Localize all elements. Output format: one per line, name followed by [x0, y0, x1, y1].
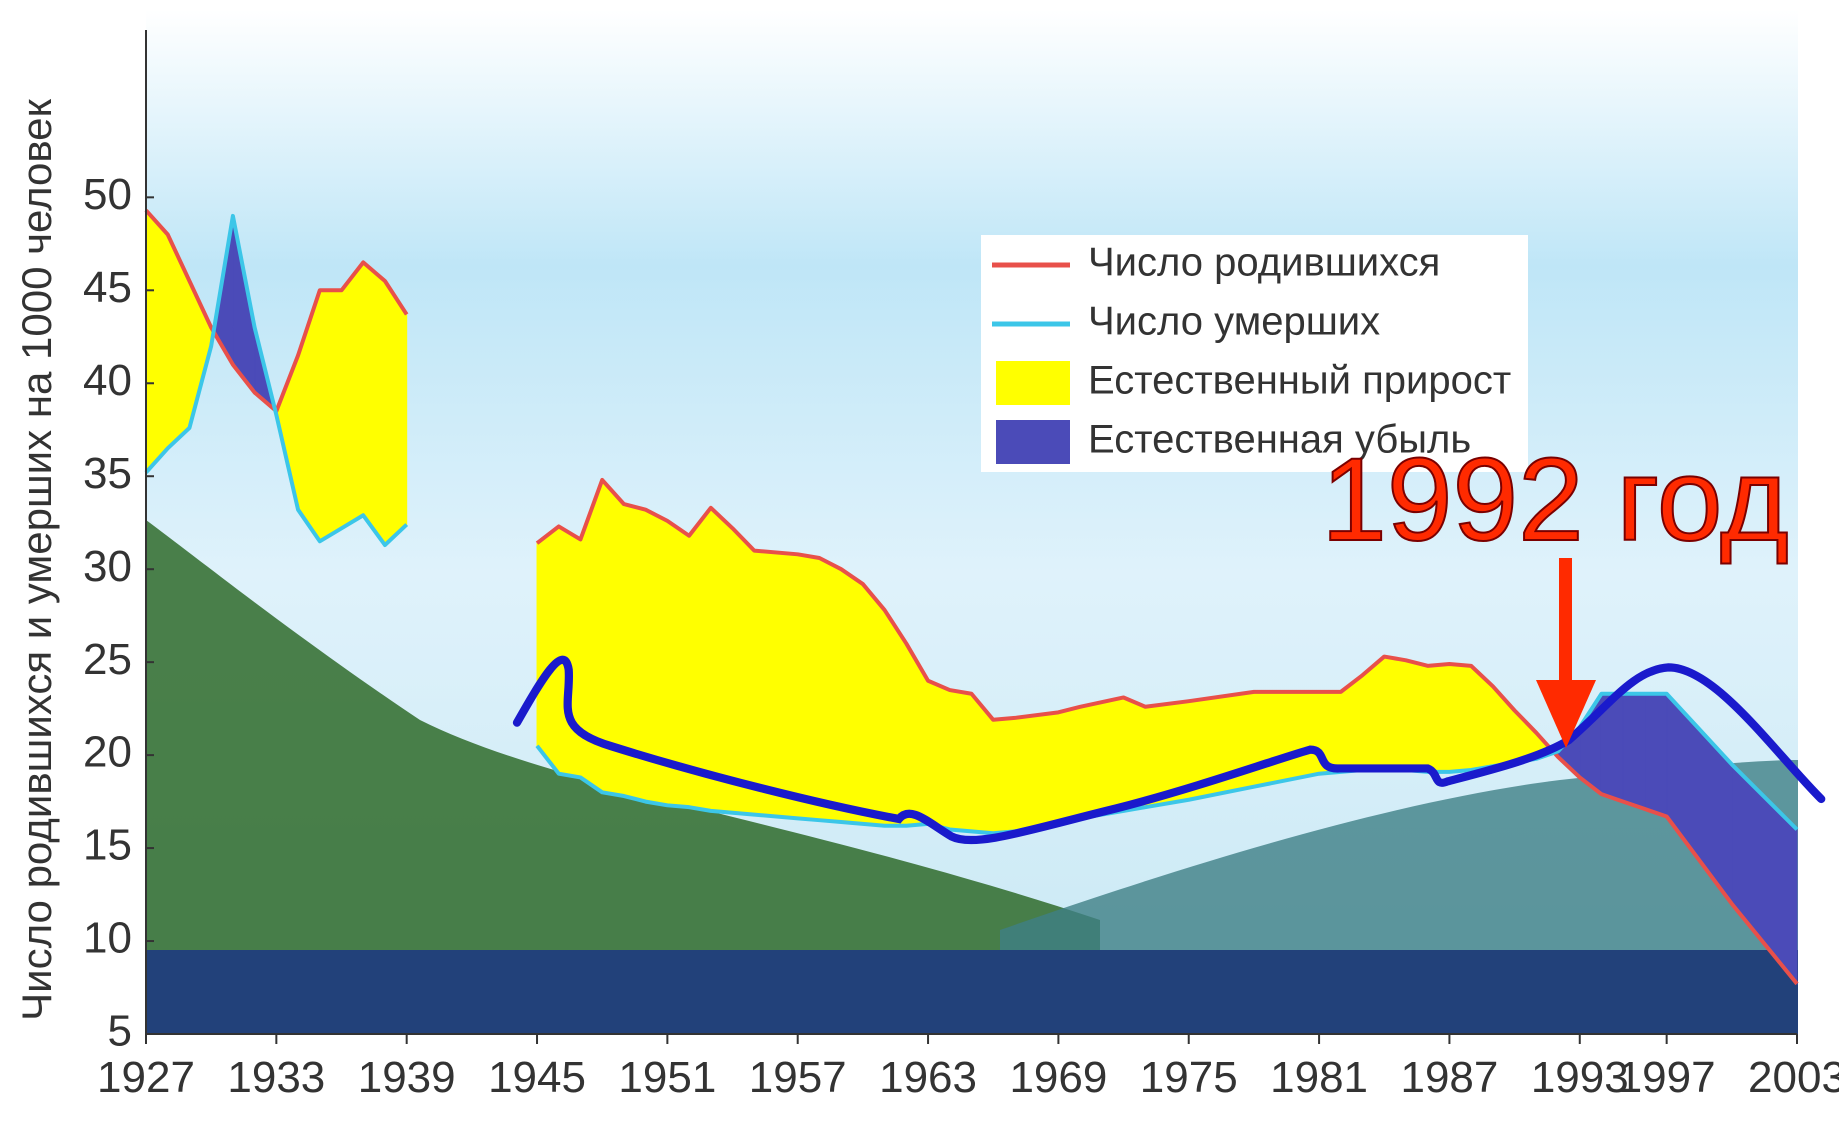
area-fill	[863, 584, 885, 826]
area-fill	[950, 690, 972, 831]
y-tick-label: 30	[83, 542, 132, 591]
x-tick-label: 1997	[1618, 1053, 1716, 1102]
y-tick-label: 20	[83, 728, 132, 777]
y-tick-label: 45	[83, 263, 132, 312]
annotation-text: 1992 год	[1321, 434, 1789, 566]
annotation-arrow-shaft	[1559, 558, 1572, 693]
area-fill	[928, 681, 950, 830]
y-tick-label: 40	[83, 356, 132, 405]
legend-label: Число умерших	[1088, 300, 1380, 344]
area-fill	[342, 262, 364, 528]
y-tick-label: 15	[83, 821, 132, 870]
area-fill	[841, 569, 863, 824]
area-fill	[146, 210, 168, 472]
area-fill	[1058, 707, 1080, 822]
area-fill	[819, 558, 841, 822]
x-tick-label: 1927	[97, 1053, 195, 1102]
area-fill	[1449, 664, 1471, 772]
y-axis-label: Число родившихся и умерших на 1000 челов…	[13, 98, 60, 1020]
x-tick-label: 1975	[1140, 1053, 1238, 1102]
area-fill	[385, 281, 407, 545]
area-fill	[885, 610, 907, 826]
area-fill	[537, 526, 559, 773]
area-fill	[711, 508, 733, 813]
area-fill	[320, 290, 342, 541]
area-fill	[689, 508, 711, 811]
x-tick-label: 1987	[1400, 1053, 1498, 1102]
y-tick-label: 10	[83, 914, 132, 963]
y-tick-label: 25	[83, 635, 132, 684]
area-fill	[1384, 657, 1406, 770]
legend-label: Число родившихся	[1088, 241, 1440, 285]
x-tick-label: 1945	[488, 1053, 586, 1102]
water	[146, 950, 1798, 1034]
legend-label: Естественный прирост	[1088, 359, 1511, 403]
area-fill	[1254, 692, 1319, 787]
x-tick-label: 1957	[749, 1053, 847, 1102]
x-tick-label: 2003	[1748, 1053, 1839, 1102]
area-fill	[1015, 712, 1058, 831]
x-tick-label: 1939	[358, 1053, 456, 1102]
area-fill	[798, 554, 820, 820]
area-fill	[1406, 660, 1428, 772]
area-fill	[733, 528, 755, 814]
y-tick-label: 50	[83, 170, 132, 219]
area-fill	[1428, 664, 1450, 772]
x-tick-label: 1963	[879, 1053, 977, 1102]
y-tick-label: 5	[108, 1007, 132, 1056]
area-fill	[1124, 697, 1146, 810]
x-tick-label: 1981	[1270, 1053, 1368, 1102]
x-tick-label: 1969	[1009, 1053, 1107, 1102]
x-tick-label: 1951	[618, 1053, 716, 1102]
x-tick-label: 1933	[227, 1053, 325, 1102]
area-fill	[754, 551, 797, 819]
area-fill	[993, 718, 1015, 833]
legend-swatch	[996, 361, 1070, 405]
area-fill	[1645, 694, 1667, 817]
y-tick-label: 35	[83, 449, 132, 498]
area-fill	[363, 262, 385, 545]
page: {"chart_data": { "type": "area-between",…	[0, 0, 1839, 1116]
area-fill	[1080, 697, 1123, 818]
chart: 5 10 15 20 25 30 35 40 45 50 1927 1933 1939 1945 1951 1…	[0, 0, 1839, 1116]
area-fill	[559, 526, 581, 777]
x-tick-label: 1993	[1531, 1053, 1629, 1102]
area-fill	[1623, 694, 1645, 809]
legend-swatch	[996, 420, 1070, 464]
